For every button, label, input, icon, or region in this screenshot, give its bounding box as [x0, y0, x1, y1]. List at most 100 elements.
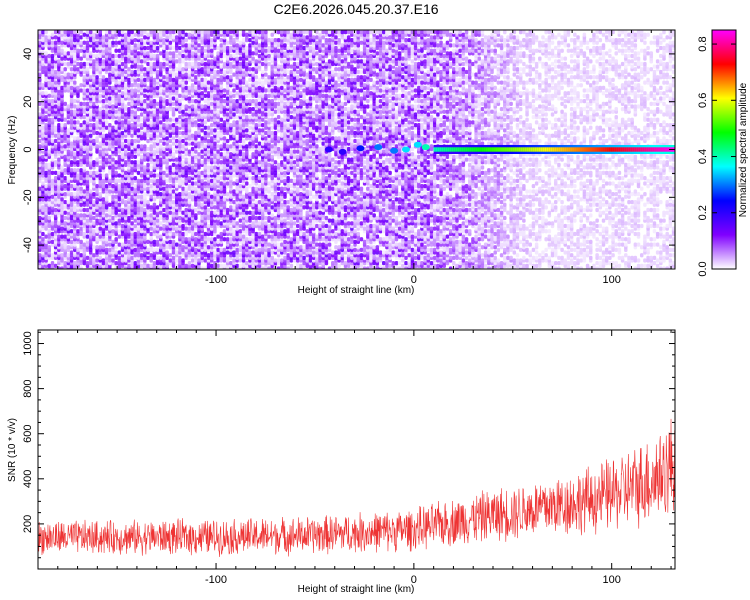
spectrogram-cell: [104, 184, 109, 189]
spectrogram-cell: [232, 88, 236, 93]
spectrogram-cell: [38, 138, 42, 144]
spectrogram-cell: [174, 53, 179, 59]
spectrogram-cell: [241, 30, 246, 35]
spectrogram-cell: [187, 184, 192, 189]
spectrogram-cell: [152, 247, 157, 253]
spectrogram-cell: [143, 191, 147, 197]
spectrogram-cell: [184, 112, 189, 117]
spectrogram-cell: [60, 48, 64, 53]
spectrogram-cell: [168, 218, 173, 223]
spectrogram-cell: [143, 45, 147, 51]
spectrogram-cell: [66, 30, 71, 35]
spectrogram-cell: [82, 45, 87, 51]
spectrogram-cell: [41, 99, 45, 104]
spectrogram-cell: [53, 125, 58, 130]
spectrogram-cell: [209, 194, 214, 199]
spectrogram-cell: [63, 176, 67, 181]
spectrogram-cell: [203, 48, 208, 53]
spectrogram-cell: [225, 138, 230, 144]
spectrogram-cell: [232, 181, 236, 186]
spectrogram-cell: [187, 157, 192, 162]
spectrogram-cell: [178, 136, 182, 141]
spectrogram-cell: [159, 221, 163, 226]
spectrogram-cell: [184, 85, 189, 91]
spectrogram-cell: [219, 221, 224, 226]
spectrogram-cell: [245, 114, 249, 120]
spectrogram-cell: [60, 266, 64, 269]
spectrogram-cell: [219, 160, 224, 165]
spectrogram-cell: [197, 258, 201, 263]
spectrogram-cell: [104, 173, 109, 178]
spectrogram-cell: [76, 213, 80, 218]
spectrogram-cell: [187, 261, 192, 266]
spectrogram-cell: [181, 30, 185, 35]
spectrogram-cell: [174, 59, 179, 64]
spectrogram-cell: [171, 162, 176, 168]
spectrogram-cell: [216, 130, 220, 136]
spectrogram-cell: [146, 51, 150, 56]
spectrogram-cell: [206, 245, 211, 250]
spectrogram-cell: [190, 133, 195, 138]
spectrogram-cell: [238, 229, 243, 234]
spectrogram-cell: [130, 109, 134, 114]
spectrogram-cell: [146, 138, 150, 144]
spectrogram-cell: [111, 85, 115, 91]
spectrogram-cell: [178, 130, 182, 136]
spectrogram-cell: [251, 40, 255, 45]
spectrogram-cells: [38, 30, 675, 269]
spectrogram-cell: [133, 160, 138, 165]
spectrogram-cell: [190, 205, 195, 210]
spectrogram-cell: [238, 184, 243, 189]
spectrogram-cell: [149, 178, 153, 183]
spectrogram-cell: [174, 138, 179, 144]
spectrogram-cell: [235, 99, 239, 104]
spectrogram-cell: [209, 157, 214, 162]
spectrogram-cell: [79, 88, 83, 93]
spectrogram-cell: [73, 30, 77, 35]
spectrogram-cell: [149, 194, 153, 199]
spectrogram-cell: [251, 162, 255, 168]
spectrogram-cell: [248, 99, 252, 104]
spectrogram-cell: [149, 170, 153, 175]
spectrogram-cell: [95, 258, 99, 263]
spectrogram-cell: [50, 99, 55, 104]
spectrogram-cell: [165, 35, 169, 40]
spectrogram-cell: [200, 136, 204, 141]
spectrogram-cell: [127, 197, 131, 202]
spectrogram-cell: [101, 109, 106, 114]
spectrogram-cell: [143, 67, 147, 72]
spectrogram-cell: [155, 205, 160, 210]
spectrogram-cell: [232, 83, 236, 88]
spectrogram-cell: [92, 53, 96, 59]
spectrogram-cell: [232, 199, 236, 205]
spectrogram-cell: [120, 242, 125, 247]
spectrogram-cell: [111, 157, 115, 162]
spectrogram-cell: [194, 237, 198, 242]
spectrogram-cell: [63, 168, 67, 173]
spectrogram-cell: [213, 80, 217, 85]
spectrogram-cell: [117, 40, 122, 45]
spectrogram-cell: [197, 141, 201, 146]
spectrogram-cell: [159, 234, 163, 239]
spectrogram-cell: [171, 141, 176, 146]
spectrogram-cell: [44, 239, 48, 245]
spectrogram-cell: [82, 213, 87, 218]
spectrogram-cell: [206, 59, 211, 64]
spectrogram-cell: [57, 221, 61, 226]
spectrogram-cell: [50, 194, 55, 199]
spectrogram-cell: [47, 263, 52, 268]
spectrogram-cell: [136, 107, 141, 112]
spectrogram-cell: [66, 253, 71, 258]
spectrogram-cell: [194, 120, 198, 125]
spectrogram-cell: [184, 117, 189, 122]
spectrogram-cell: [136, 83, 141, 88]
spectrogram-cell: [38, 40, 42, 45]
spectrogram-cell: [209, 101, 214, 106]
spectrogram-cell: [190, 83, 195, 88]
spectrogram-cell: [209, 263, 214, 268]
spectrogram-cell: [174, 226, 179, 231]
spectrogram-cell: [130, 122, 134, 128]
spectrogram-cell: [190, 117, 195, 122]
spectrogram-cell: [76, 125, 80, 130]
spectrogram-cell: [197, 152, 201, 157]
